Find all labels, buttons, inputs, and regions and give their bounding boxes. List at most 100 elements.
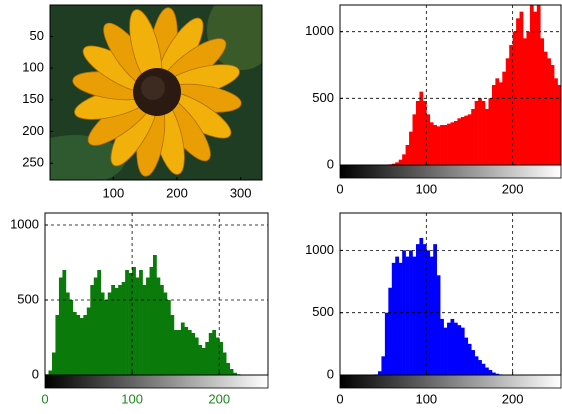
histogram-bar bbox=[485, 109, 489, 165]
histogram-bar bbox=[107, 292, 112, 375]
histogram-bar bbox=[48, 370, 53, 375]
histogram-bar bbox=[194, 337, 199, 375]
histogram-bar bbox=[208, 333, 213, 375]
histogram-bar bbox=[97, 270, 102, 375]
histogram-bar bbox=[505, 58, 510, 166]
histogram-bar bbox=[460, 327, 465, 375]
histogram-bar bbox=[467, 343, 472, 375]
histogram-bar bbox=[478, 360, 482, 375]
histogram-bar bbox=[62, 270, 67, 375]
colorbar bbox=[339, 164, 562, 179]
y-tick-label: 50 bbox=[30, 28, 44, 43]
axes-frame bbox=[339, 4, 562, 166]
histogram-bar bbox=[409, 131, 413, 165]
histogram-bar bbox=[471, 350, 475, 375]
histogram-bar bbox=[419, 237, 424, 375]
y-tick-label: 0 bbox=[327, 366, 334, 381]
histogram-bar bbox=[429, 122, 434, 165]
colorbar bbox=[339, 374, 562, 389]
y-tick-label: 0 bbox=[327, 156, 334, 171]
histogram-bar bbox=[184, 327, 189, 375]
histogram-bar bbox=[464, 115, 469, 165]
histogram-bar bbox=[72, 312, 77, 375]
histogram-bar bbox=[502, 71, 507, 165]
histogram-bar bbox=[478, 98, 482, 165]
histogram-bar bbox=[488, 98, 493, 165]
histogram-bar bbox=[536, 5, 541, 165]
histogram-bar bbox=[443, 125, 448, 165]
histogram-bar bbox=[485, 367, 489, 375]
histogram-bar bbox=[398, 159, 403, 165]
y-tick-label: 200 bbox=[22, 123, 44, 138]
histogram-bar bbox=[460, 117, 465, 165]
histogram-bar bbox=[180, 322, 185, 375]
histogram-bar bbox=[457, 325, 462, 375]
histogram-bar bbox=[547, 58, 551, 166]
histogram-bar bbox=[405, 256, 410, 375]
histogram-bar bbox=[398, 262, 403, 375]
x-tick-label: 100 bbox=[102, 185, 124, 200]
histogram-bar bbox=[415, 244, 420, 375]
histogram-bar bbox=[201, 348, 206, 375]
y-tick-label: 1000 bbox=[305, 242, 334, 257]
histogram-bar bbox=[215, 337, 220, 375]
histogram-bar bbox=[65, 292, 70, 375]
histogram-bar bbox=[433, 244, 437, 375]
histogram-bar bbox=[93, 277, 98, 375]
histogram-bar bbox=[219, 342, 224, 375]
histogram-bar bbox=[474, 356, 479, 375]
histogram-bar bbox=[412, 256, 417, 375]
histogram-bar bbox=[51, 352, 56, 375]
histogram-bar bbox=[381, 356, 386, 375]
histogram-bar bbox=[543, 51, 548, 165]
histogram-bar bbox=[453, 322, 458, 375]
histogram-bar bbox=[481, 101, 486, 165]
histogram-bar bbox=[422, 101, 427, 165]
histogram-bar bbox=[384, 312, 389, 375]
histogram-bar bbox=[391, 163, 396, 165]
histogram-bar bbox=[205, 342, 210, 375]
histogram-bar bbox=[474, 101, 479, 165]
y-tick-label: 250 bbox=[22, 155, 44, 170]
histogram-bar bbox=[395, 256, 400, 375]
histogram-bar bbox=[426, 250, 431, 375]
x-tick-label: 200 bbox=[502, 391, 524, 406]
histogram-bar bbox=[447, 322, 451, 375]
histogram-bar bbox=[166, 300, 171, 375]
y-tick-label: 100 bbox=[22, 60, 44, 75]
y-tick-label: 500 bbox=[312, 90, 334, 105]
x-tick-label: 200 bbox=[208, 391, 230, 406]
histogram-bar bbox=[149, 267, 154, 375]
colorbar bbox=[44, 374, 269, 389]
histogram-bar bbox=[55, 315, 60, 375]
histogram-bar bbox=[146, 277, 150, 375]
x-tick-label: 0 bbox=[41, 391, 48, 406]
histogram-bar bbox=[498, 82, 503, 165]
histogram-bar bbox=[471, 109, 475, 165]
histogram-bar bbox=[495, 373, 500, 375]
histogram-bar bbox=[135, 277, 140, 375]
histogram-bar bbox=[433, 125, 437, 165]
histogram-bar bbox=[481, 363, 486, 375]
histogram-bar bbox=[395, 162, 400, 165]
x-tick-label: 300 bbox=[230, 185, 252, 200]
histogram-bar bbox=[540, 38, 545, 166]
histogram-bar bbox=[114, 288, 119, 375]
histogram-bar bbox=[426, 114, 431, 165]
histogram-bar bbox=[58, 277, 63, 375]
x-tick-label: 100 bbox=[121, 391, 143, 406]
histogram-bar bbox=[450, 318, 455, 375]
histogram-bar bbox=[533, 11, 538, 165]
histogram-bar bbox=[412, 114, 417, 165]
y-tick-label: 500 bbox=[17, 291, 39, 306]
histogram-bar bbox=[111, 285, 115, 375]
histogram-bar bbox=[529, 5, 534, 165]
histogram-bar bbox=[436, 126, 441, 165]
histogram-bar bbox=[429, 256, 434, 375]
histogram-bar bbox=[491, 85, 496, 165]
x-tick-label: 0 bbox=[336, 391, 343, 406]
histogram-bar bbox=[405, 145, 410, 165]
histogram-bar bbox=[415, 101, 420, 165]
histogram-bar bbox=[226, 363, 230, 375]
